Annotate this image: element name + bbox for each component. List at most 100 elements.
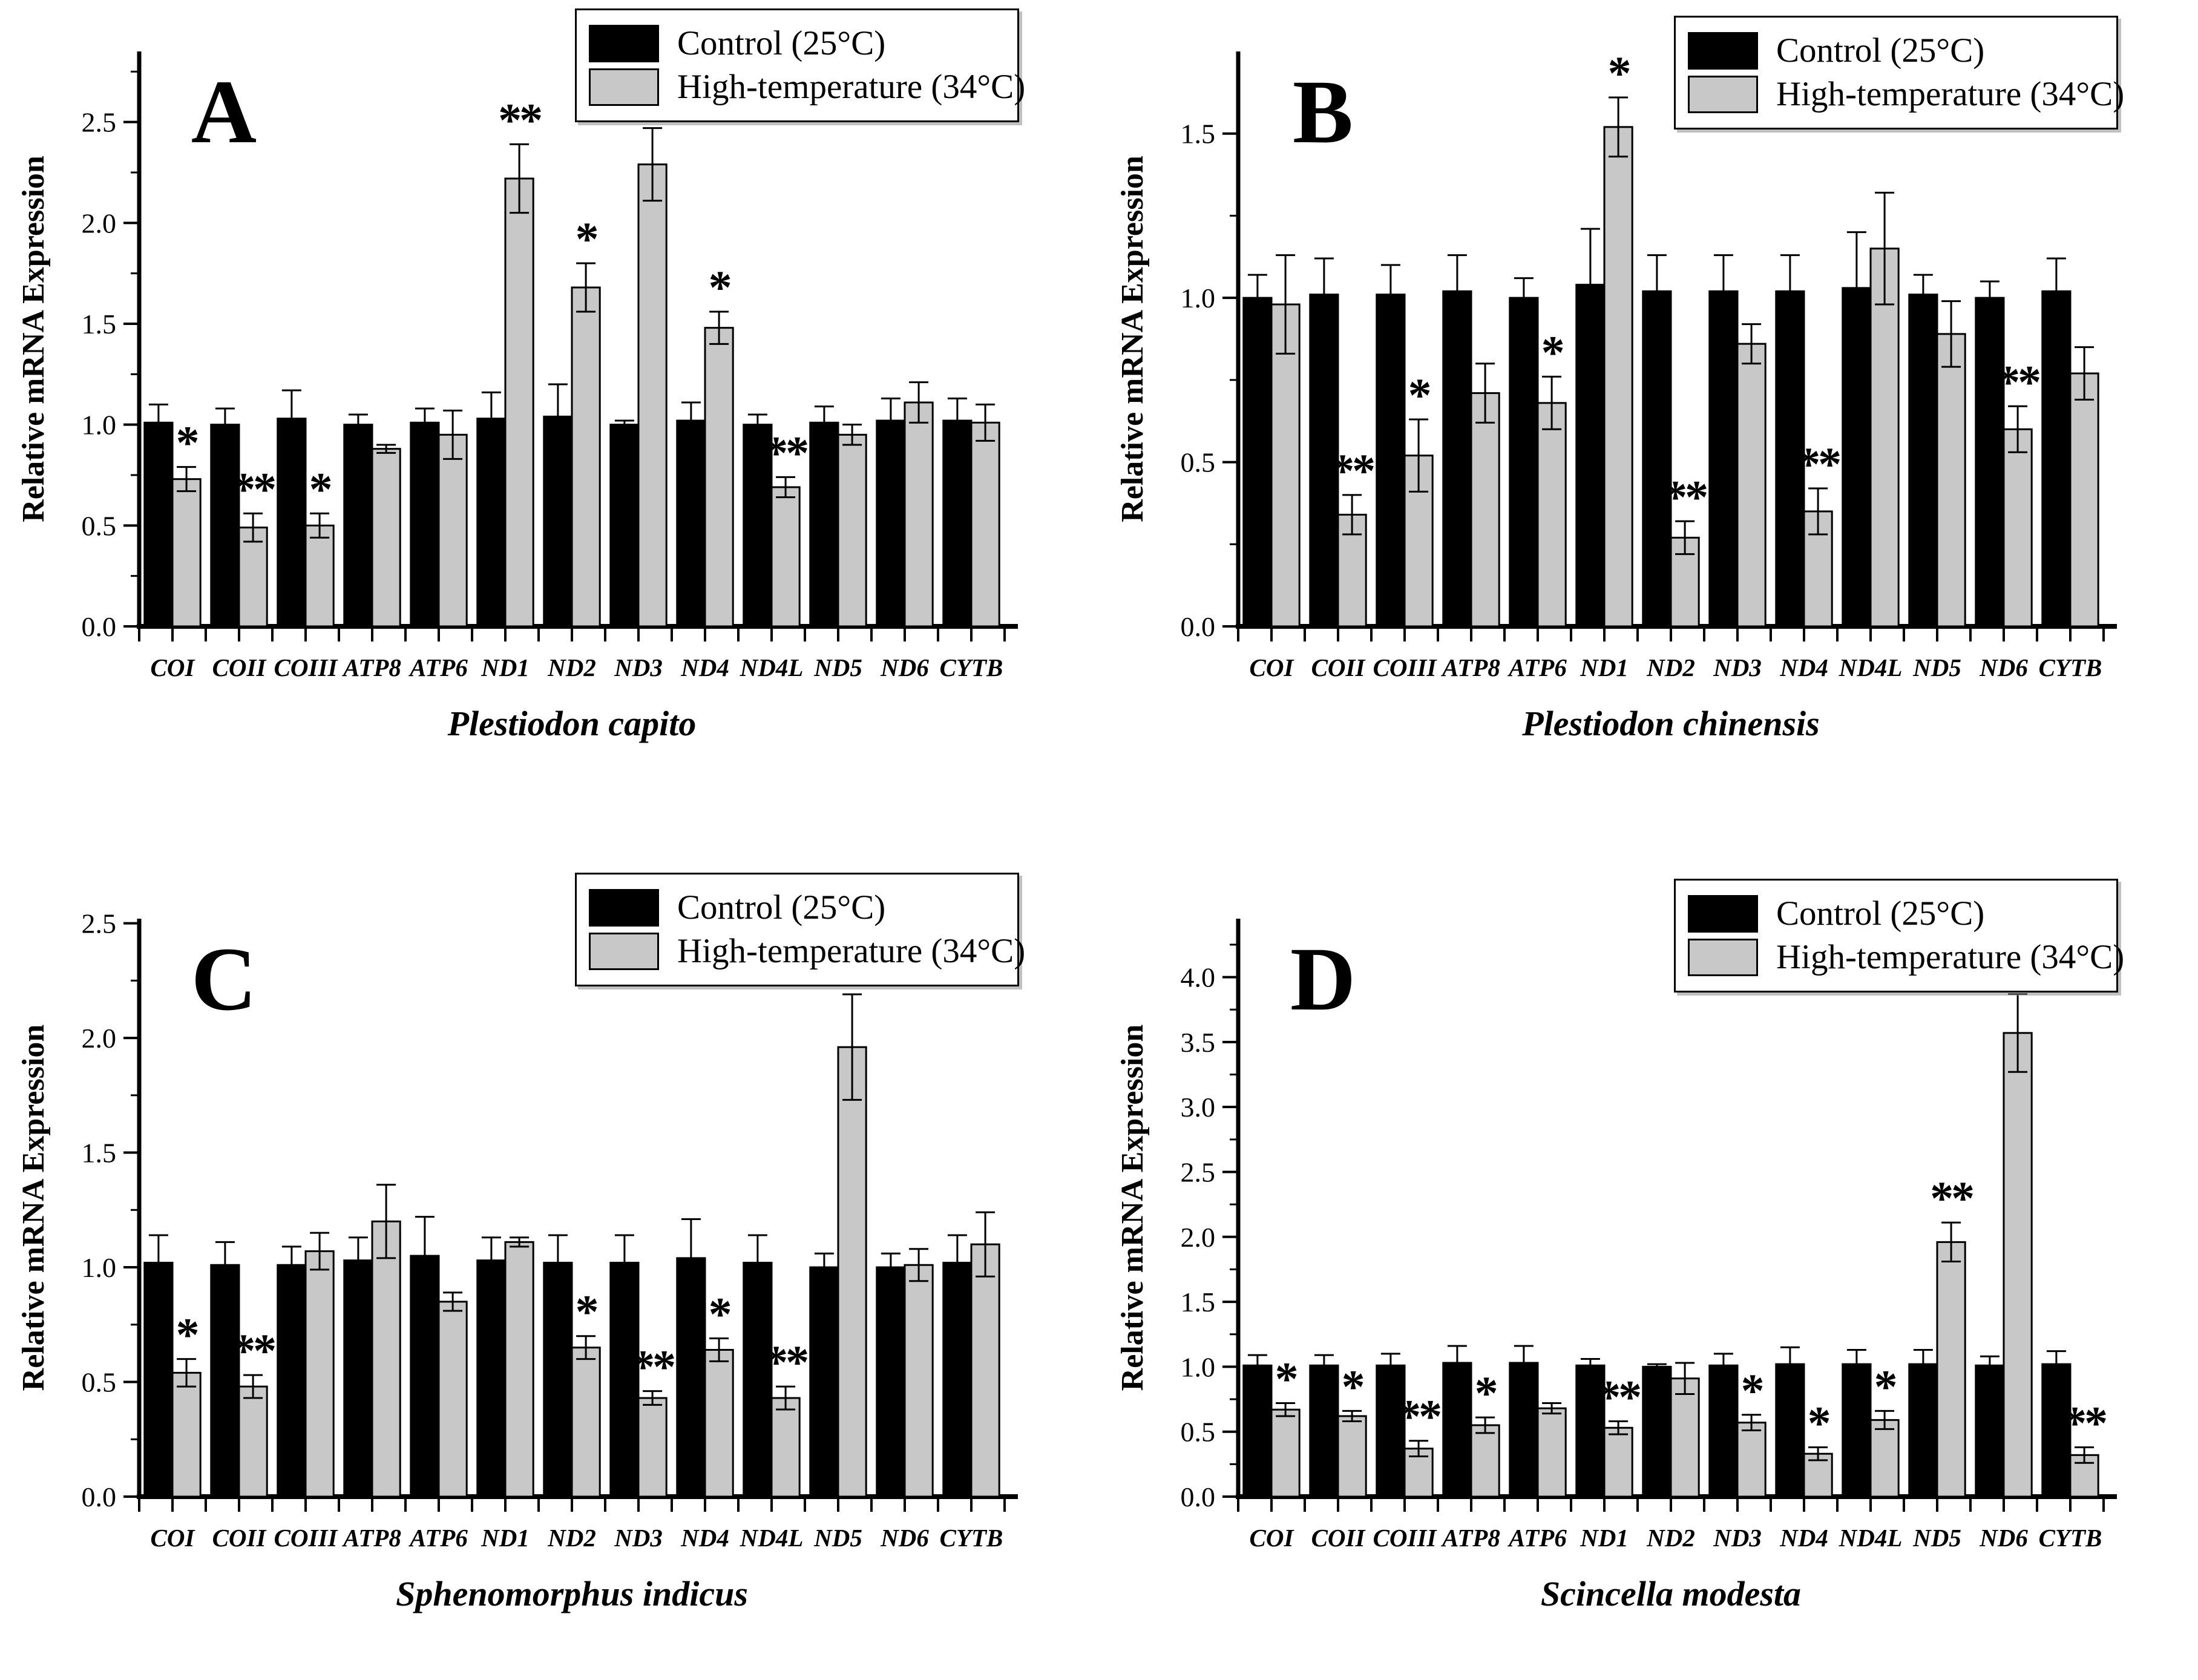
panel-letter: C <box>191 929 257 1029</box>
significance-marker: * <box>576 212 597 265</box>
y-tick-label: 1.0 <box>1181 1351 1216 1382</box>
y-tick-label: 1.5 <box>1181 119 1216 149</box>
gene-label: COIII <box>274 654 339 681</box>
gene-label: ND6 <box>1979 654 2028 681</box>
species-label: Plestiodon capito <box>447 704 697 743</box>
control-bar <box>476 418 507 628</box>
significance-marker: * <box>709 1288 730 1340</box>
control-bar <box>1975 1364 2005 1498</box>
control-bar <box>277 1264 307 1498</box>
control-swatch <box>1688 895 1758 933</box>
legend-label-control: Control (25°C) <box>1776 894 1985 933</box>
species-label: Sphenomorphus indicus <box>396 1574 748 1613</box>
high-temperature-bar <box>438 1301 468 1498</box>
significance-marker: ** <box>1930 1172 1973 1224</box>
y-tick-label: 0.0 <box>1181 1481 1216 1512</box>
control-bar <box>1442 1362 1472 1498</box>
gene-label: ND4 <box>680 654 729 681</box>
y-tick-label: 2.0 <box>82 208 117 238</box>
high-temperature-bar <box>371 1220 401 1498</box>
legend-label-control: Control (25°C) <box>677 888 886 927</box>
gene-label: ND3 <box>614 1524 663 1552</box>
high-temperature-bar <box>238 1385 268 1498</box>
high-temperature-bar <box>970 1243 1000 1498</box>
y-tick-label: 0.0 <box>1181 611 1216 642</box>
gene-label: COI <box>151 1524 196 1552</box>
high-temperature-bar <box>304 524 335 628</box>
significance-marker: * <box>309 462 331 515</box>
high-temperature-bar <box>2069 372 2099 628</box>
control-bar <box>1908 294 1938 628</box>
control-bar <box>410 1255 440 1498</box>
significance-marker: ** <box>631 1340 674 1393</box>
control-bar <box>1775 290 1805 628</box>
y-tick-label: 0.5 <box>82 1367 117 1398</box>
gene-label: ND2 <box>547 654 596 681</box>
control-bar <box>1575 1364 1606 1498</box>
significance-marker: * <box>1342 1360 1363 1413</box>
gene-label: ND5 <box>1912 654 1961 681</box>
gene-label: ND2 <box>1646 1524 1695 1552</box>
high-temperature-bar <box>1603 126 1633 628</box>
gene-label: ATP8 <box>341 654 401 681</box>
legend-row-high: High-temperature (34°C) <box>589 68 1025 106</box>
control-bar <box>1242 297 1273 628</box>
control-bar <box>210 424 240 628</box>
gene-label: ND4L <box>740 654 804 681</box>
significance-marker: * <box>709 261 730 313</box>
y-tick-label: 0.5 <box>82 510 117 541</box>
gene-label: ND5 <box>813 654 862 681</box>
gene-label: ND1 <box>1580 654 1629 681</box>
significance-marker: ** <box>1664 470 1707 523</box>
high-temperature-bar <box>704 1348 734 1498</box>
control-bar <box>1708 290 1739 628</box>
significance-marker: ** <box>1331 444 1374 497</box>
significance-marker: * <box>1808 1396 1829 1449</box>
gene-label: ND2 <box>547 1524 596 1552</box>
high-temperature-bar <box>1537 1407 1567 1498</box>
significance-marker: ** <box>764 426 807 479</box>
high-temperature-bar <box>371 448 401 628</box>
significance-marker: ** <box>764 1336 807 1388</box>
control-bar <box>1775 1363 1805 1498</box>
control-bar <box>609 424 640 628</box>
control-bar <box>876 419 906 628</box>
high-temperature-bar <box>438 433 468 628</box>
gene-label: ND1 <box>481 1524 530 1552</box>
high-temperature-bar <box>1670 1377 1700 1498</box>
species-label: Scincella modesta <box>1541 1574 1801 1613</box>
control-bar <box>1509 297 1539 628</box>
gene-label: ATP6 <box>1507 654 1567 681</box>
gene-label: CYTB <box>940 1524 1003 1552</box>
control-bar <box>143 421 174 628</box>
control-bar <box>543 415 573 628</box>
gene-label: COI <box>1250 1524 1295 1552</box>
high-temperature-bar <box>1736 343 1767 628</box>
high-temperature-bar <box>1470 1424 1500 1498</box>
panel-c-chart: 0.00.51.01.52.02.5*COI**COII COIII ATP8 ATP… <box>16 908 1018 1613</box>
control-bar <box>1442 290 1472 628</box>
gene-label: CYTB <box>2039 1524 2102 1552</box>
y-axis-label: Relative mRNA Expression <box>16 156 51 522</box>
high-temperature-bar <box>637 163 668 628</box>
control-swatch <box>589 25 659 62</box>
control-bar <box>809 1266 839 1498</box>
legend-row-control: Control (25°C) <box>1688 895 2104 933</box>
gene-label: ND3 <box>614 654 663 681</box>
legend-label-high: High-temperature (34°C) <box>1776 938 2125 977</box>
high-temperature-bar <box>304 1250 335 1498</box>
gene-label: ATP6 <box>408 1524 468 1552</box>
gene-label: ND4 <box>1779 654 1828 681</box>
y-axis-label: Relative mRNA Expression <box>16 1025 51 1391</box>
gene-label: ATP8 <box>341 1524 401 1552</box>
gene-label: ND3 <box>1713 654 1762 681</box>
high-temperature-bar <box>1869 1419 1900 1498</box>
control-bar <box>676 1257 706 1498</box>
y-tick-label: 1.0 <box>82 410 117 441</box>
gene-label: ND4L <box>1839 654 1903 681</box>
y-tick-label: 3.0 <box>1181 1092 1216 1123</box>
legend-panel-a: Control (25°C) High-temperature (34°C) <box>575 8 1025 122</box>
control-bar <box>143 1261 174 1498</box>
gene-label: ND4 <box>1779 1524 1828 1552</box>
